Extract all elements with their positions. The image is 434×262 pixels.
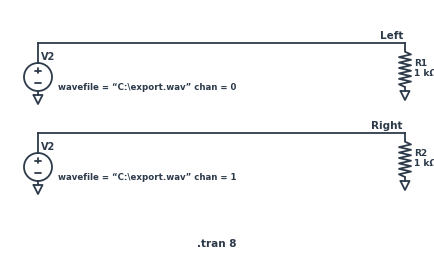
Text: .tran 8: .tran 8 (197, 239, 236, 249)
Text: Left: Left (379, 31, 402, 41)
Text: V2: V2 (41, 52, 55, 62)
Text: wavefile = “C:\export.wav” chan = 1: wavefile = “C:\export.wav” chan = 1 (58, 173, 236, 182)
Text: 1 kΩ: 1 kΩ (413, 159, 434, 167)
Text: R2: R2 (413, 150, 426, 159)
Text: V2: V2 (41, 142, 55, 152)
Text: R1: R1 (413, 59, 426, 68)
Text: Right: Right (371, 121, 402, 131)
Text: wavefile = “C:\export.wav” chan = 0: wavefile = “C:\export.wav” chan = 0 (58, 83, 236, 92)
Text: 1 kΩ: 1 kΩ (413, 68, 434, 78)
